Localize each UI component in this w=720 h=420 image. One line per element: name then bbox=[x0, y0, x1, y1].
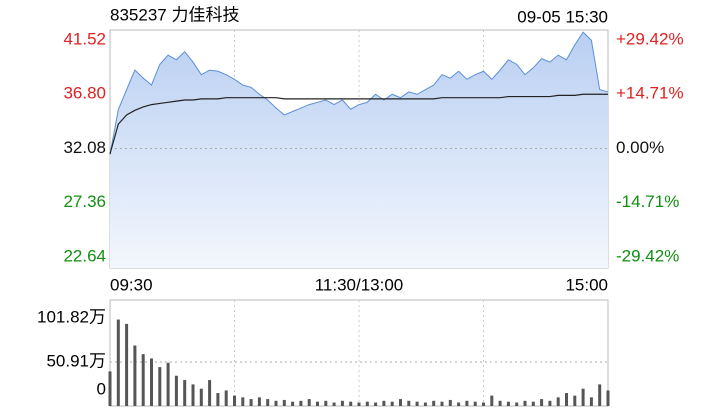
volume-bar bbox=[490, 395, 494, 406]
volume-bar bbox=[540, 399, 544, 406]
price-area bbox=[110, 32, 608, 268]
volume-bar bbox=[133, 345, 137, 406]
volume-bar bbox=[365, 401, 369, 406]
volume-bar bbox=[357, 402, 361, 406]
volume-bar bbox=[548, 400, 552, 406]
volume-bar bbox=[340, 400, 344, 406]
volume-bar bbox=[116, 319, 120, 406]
volume-bar bbox=[423, 402, 427, 406]
volume-bar bbox=[332, 402, 336, 406]
volume-bar bbox=[241, 397, 245, 406]
volume-bar bbox=[150, 358, 153, 406]
volume-bar bbox=[266, 399, 270, 406]
volume-bar bbox=[432, 400, 436, 406]
series-line bbox=[109, 31, 609, 155]
volume-tick-label: 50.91万 bbox=[46, 351, 106, 370]
volume-bar bbox=[216, 393, 220, 406]
volume-bar bbox=[457, 402, 461, 406]
timestamp: 09-05 15:30 bbox=[517, 7, 608, 26]
volume-bar bbox=[465, 400, 469, 406]
x-tick-label: 15:00 bbox=[565, 275, 608, 294]
volume-bar bbox=[399, 399, 402, 406]
series-line bbox=[109, 93, 608, 155]
volume-bar bbox=[506, 401, 510, 406]
volume-bar bbox=[324, 400, 328, 406]
volume-bar bbox=[556, 397, 560, 406]
volume-bar bbox=[158, 367, 162, 406]
volume-bar bbox=[515, 402, 519, 406]
x-tick-label: 09:30 bbox=[110, 275, 153, 294]
volume-bar bbox=[224, 390, 228, 406]
volume-tick-label: 101.82万 bbox=[37, 307, 106, 326]
y2-tick-label: 0.00% bbox=[616, 138, 664, 157]
volume-bar bbox=[482, 402, 485, 406]
volume-bar bbox=[233, 395, 236, 406]
y2-tick-label: +29.42% bbox=[616, 29, 684, 48]
volume-bar bbox=[531, 401, 535, 406]
volume-bar bbox=[299, 400, 303, 406]
volume-bar bbox=[606, 390, 610, 406]
volume-bar bbox=[498, 400, 502, 406]
volume-bar bbox=[523, 400, 527, 406]
volume-bar bbox=[374, 402, 378, 406]
volume-bar bbox=[208, 380, 212, 406]
volume-bar bbox=[415, 401, 419, 406]
volume-bar bbox=[183, 380, 187, 406]
volume-bar bbox=[282, 399, 286, 406]
volume-bar bbox=[141, 354, 145, 406]
stock-title: 835237 力佳科技 bbox=[110, 5, 239, 24]
x-tick-label: 11:30/13:00 bbox=[315, 275, 404, 294]
volume-bar bbox=[291, 401, 295, 406]
y-tick-label: 32.08 bbox=[63, 138, 106, 157]
volume-bar bbox=[382, 400, 386, 406]
volume-tick-label: 0 bbox=[97, 379, 106, 398]
volume-bar bbox=[349, 401, 353, 406]
volume-bar bbox=[598, 384, 602, 406]
volume-bar bbox=[307, 399, 311, 406]
volume-bar bbox=[581, 388, 585, 406]
volume-bar bbox=[473, 401, 477, 406]
volume-bar bbox=[108, 371, 112, 406]
y-tick-label: 41.52 bbox=[63, 29, 106, 48]
y-tick-label: 22.64 bbox=[63, 246, 106, 265]
y2-tick-label: -29.42% bbox=[616, 246, 679, 265]
y-tick-label: 36.80 bbox=[63, 84, 106, 103]
volume-bar bbox=[199, 388, 203, 406]
volume-bar bbox=[257, 397, 261, 406]
volume-bar bbox=[191, 384, 195, 406]
volume-bar bbox=[174, 375, 178, 406]
volume-bar bbox=[573, 395, 577, 406]
volume-bar bbox=[440, 401, 444, 406]
volume-bar bbox=[274, 400, 278, 406]
volume-bar bbox=[249, 399, 253, 406]
volume-bar bbox=[125, 323, 129, 406]
y2-tick-label: -14.71% bbox=[616, 192, 679, 211]
volume-bar bbox=[390, 401, 394, 406]
volume-bar bbox=[166, 362, 170, 406]
volume-bar bbox=[448, 399, 452, 406]
volume-bar bbox=[565, 393, 568, 406]
volume-bar bbox=[589, 397, 593, 406]
y2-tick-label: +14.71% bbox=[616, 84, 684, 103]
volume-bar bbox=[316, 401, 319, 406]
volume-bar bbox=[407, 400, 411, 406]
y-tick-label: 27.36 bbox=[63, 192, 106, 211]
